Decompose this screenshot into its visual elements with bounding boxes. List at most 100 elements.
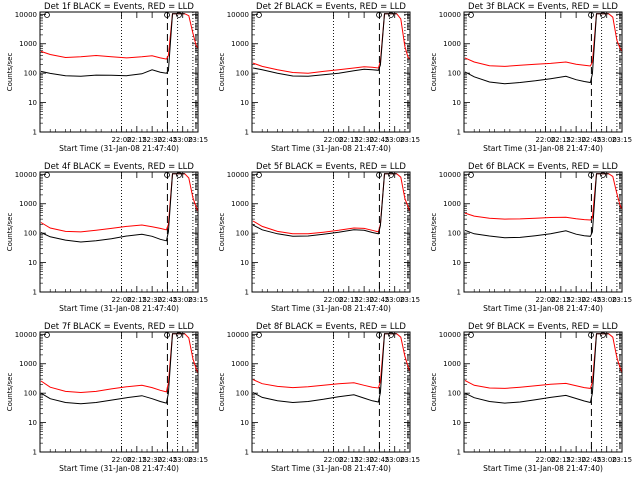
x-tick-label: 22:45 (581, 456, 601, 464)
y-tick-label: 10 (240, 259, 249, 267)
y-tick-label: 1 (33, 129, 37, 137)
x-tick-label: 22:45 (157, 456, 177, 464)
x-tick-label: 22:00 (323, 296, 343, 304)
x-tick-label: 23:15 (400, 296, 420, 304)
events-series-line (464, 333, 609, 404)
y-tick-label: 100 (236, 230, 249, 238)
panel-title: Det 3f BLACK = Events, RED = LLD (468, 2, 618, 12)
y-tick-label: 1000 (231, 360, 249, 368)
x-tick-label: 23:00 (597, 456, 617, 464)
y-tick-label: 10000 (227, 11, 249, 19)
x-axis-label: Start Time (31-Jan-08 21:47:40) (271, 464, 391, 473)
y-axis-label: Counts/sec (430, 53, 438, 92)
detector-panel-8: Det 8f BLACK = Events, RED = LLD Counts/s… (218, 322, 420, 473)
plot-frame (463, 331, 623, 453)
x-tick-label: 22:15 (551, 296, 571, 304)
y-tick-label: 10000 (227, 171, 249, 179)
x-tick-label: 22:45 (369, 296, 389, 304)
x-axis-label: Start Time (31-Jan-08 21:47:40) (271, 144, 391, 153)
x-tick-label: 22:45 (369, 456, 389, 464)
detector-panel-7: Det 7f BLACK = Events, RED = LLD Counts/s… (6, 322, 208, 473)
x-tick-label: 22:45 (157, 136, 177, 144)
detector-panel-3: Det 3f BLACK = Events, RED = LLD Counts/s… (430, 2, 632, 153)
lld-series-line (252, 13, 411, 74)
detector-panel-2: Det 2f BLACK = Events, RED = LLD Counts/s… (218, 2, 420, 153)
y-tick-label: 10 (452, 259, 461, 267)
x-tick-label: 22:45 (581, 296, 601, 304)
panel-title: Det 2f BLACK = Events, RED = LLD (256, 2, 406, 12)
lld-series-line (464, 333, 623, 389)
x-tick-label: 22:30 (142, 456, 162, 464)
y-tick-label: 10 (452, 99, 461, 107)
x-tick-label: 23:15 (188, 456, 208, 464)
panel-title: Det 5f BLACK = Events, RED = LLD (256, 162, 406, 172)
detector-panel-6: Det 6f BLACK = Events, RED = LLD Counts/s… (430, 162, 632, 313)
top-circle-marker (44, 12, 50, 18)
x-tick-label: 22:15 (551, 456, 571, 464)
y-tick-label: 10000 (15, 331, 37, 339)
x-tick-label: 22:30 (566, 296, 586, 304)
y-tick-label: 10 (28, 419, 37, 427)
y-tick-label: 1 (245, 289, 249, 297)
y-tick-label: 1000 (231, 40, 249, 48)
x-tick-label: 22:15 (339, 456, 359, 464)
panel-title: Det 8f BLACK = Events, RED = LLD (256, 322, 406, 332)
detector-panel-4: Det 4f BLACK = Events, RED = LLD Counts/s… (6, 162, 208, 313)
y-tick-label: 100 (24, 230, 37, 238)
top-circle-marker (468, 332, 474, 338)
x-tick-label: 22:30 (566, 456, 586, 464)
x-tick-label: 23:15 (188, 296, 208, 304)
x-tick-label: 22:00 (323, 136, 343, 144)
y-tick-label: 100 (448, 230, 461, 238)
x-tick-label: 22:15 (127, 296, 147, 304)
x-tick-label: 22:00 (535, 296, 555, 304)
y-tick-label: 10000 (439, 11, 461, 19)
top-circle-marker (44, 332, 50, 338)
top-circle-marker (256, 172, 262, 178)
plot-frame (39, 11, 199, 133)
y-tick-label: 1000 (443, 200, 461, 208)
x-tick-label: 23:15 (400, 456, 420, 464)
x-tick-label: 22:00 (323, 456, 343, 464)
x-tick-label: 23:00 (385, 456, 405, 464)
y-axis-label: Counts/sec (6, 53, 14, 92)
events-series-line (252, 173, 397, 237)
x-tick-label: 22:15 (551, 136, 571, 144)
plot-frame (463, 11, 623, 133)
x-tick-label: 23:15 (612, 296, 632, 304)
x-tick-label: 23:00 (385, 296, 405, 304)
lld-series-line (464, 13, 623, 67)
y-axis-label: Counts/sec (430, 373, 438, 412)
x-tick-label: 23:00 (385, 136, 405, 144)
x-tick-label: 23:00 (597, 136, 617, 144)
x-tick-label: 23:00 (173, 296, 193, 304)
lld-series-line (40, 333, 199, 394)
y-tick-label: 10 (240, 99, 249, 107)
y-tick-label: 1000 (19, 360, 37, 368)
x-tick-label: 22:00 (535, 136, 555, 144)
top-circle-marker (468, 12, 474, 18)
x-axis-label: Start Time (31-Jan-08 21:47:40) (59, 464, 179, 473)
top-circle-marker (256, 12, 262, 18)
x-axis-label: Start Time (31-Jan-08 21:47:40) (59, 304, 179, 313)
y-tick-label: 1 (457, 129, 461, 137)
y-tick-label: 1 (245, 449, 249, 457)
events-series-line (252, 13, 397, 77)
y-tick-label: 1000 (231, 200, 249, 208)
x-tick-label: 23:15 (612, 136, 632, 144)
events-series-line (40, 13, 185, 77)
y-tick-label: 10000 (439, 171, 461, 179)
detector-panel-9: Det 9f BLACK = Events, RED = LLD Counts/s… (430, 322, 632, 473)
x-tick-label: 22:30 (354, 296, 374, 304)
lld-series-line (40, 173, 199, 233)
x-tick-label: 22:30 (142, 136, 162, 144)
x-tick-label: 23:00 (173, 136, 193, 144)
x-tick-label: 22:00 (535, 456, 555, 464)
y-tick-label: 10000 (15, 11, 37, 19)
y-tick-label: 10000 (227, 331, 249, 339)
x-tick-label: 23:00 (173, 456, 193, 464)
x-tick-label: 22:15 (127, 136, 147, 144)
y-tick-label: 100 (236, 390, 249, 398)
y-tick-label: 1000 (443, 40, 461, 48)
x-axis-label: Start Time (31-Jan-08 21:47:40) (483, 464, 603, 473)
